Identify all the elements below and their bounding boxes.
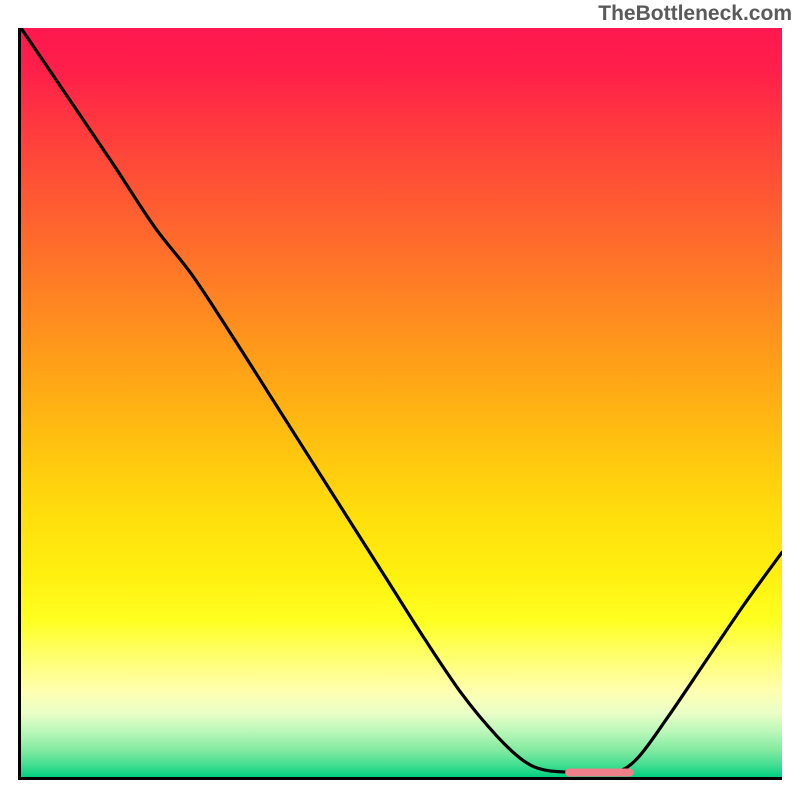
plot-area — [18, 28, 782, 780]
optimal-range-marker — [565, 769, 633, 777]
bottleneck-curve — [21, 28, 782, 774]
curve-layer — [21, 28, 782, 777]
chart-container: TheBottleneck.com — [0, 0, 800, 800]
watermark-label: TheBottleneck.com — [598, 2, 792, 26]
